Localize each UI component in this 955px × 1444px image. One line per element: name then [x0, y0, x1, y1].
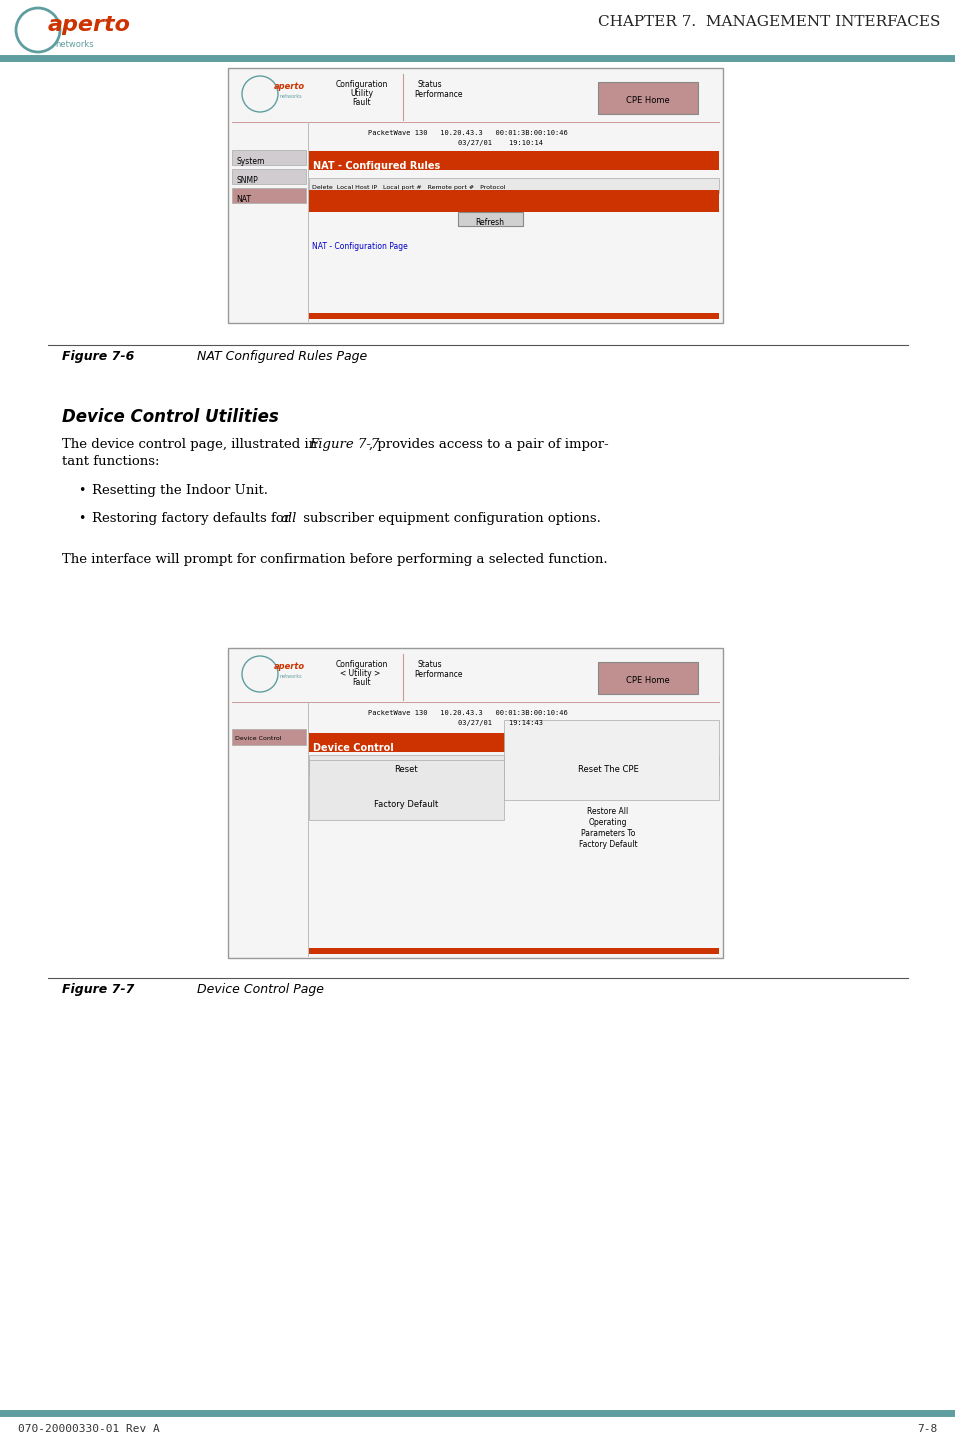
Bar	[228, 648, 723, 957]
Text: Restore All: Restore All	[587, 807, 628, 816]
Text: CPE Home: CPE Home	[626, 676, 669, 684]
Text: networks: networks	[279, 674, 302, 679]
Text: aperto: aperto	[274, 82, 306, 91]
Bar	[309, 755, 504, 775]
Text: NAT - Configuration Page: NAT - Configuration Page	[312, 243, 408, 251]
Bar	[598, 82, 698, 114]
Bar	[309, 760, 504, 820]
Text: •: •	[78, 484, 85, 497]
Text: System: System	[236, 157, 265, 166]
Text: Device Control: Device Control	[313, 744, 393, 752]
Bar	[309, 152, 719, 170]
Bar	[309, 178, 719, 193]
Text: all: all	[281, 513, 297, 526]
Text: Factory Default: Factory Default	[579, 840, 637, 849]
Text: NAT Configured Rules Page: NAT Configured Rules Page	[177, 349, 368, 362]
Text: Restoring factory defaults for: Restoring factory defaults for	[92, 513, 294, 526]
Text: aperto: aperto	[48, 14, 131, 35]
Text: NAT - Configured Rules: NAT - Configured Rules	[313, 160, 440, 170]
Bar	[598, 661, 698, 695]
Text: CPE Home: CPE Home	[626, 95, 669, 105]
Text: Performance: Performance	[414, 90, 462, 100]
Text: Reset The CPE: Reset The CPE	[578, 765, 638, 774]
Text: 03/27/01    19:10:14: 03/27/01 19:10:14	[458, 140, 543, 146]
Text: Device Control Utilities: Device Control Utilities	[62, 409, 279, 426]
Text: Refresh: Refresh	[476, 218, 504, 227]
Bar	[232, 169, 306, 183]
Text: Fault: Fault	[352, 98, 371, 107]
Text: Figure 7-7: Figure 7-7	[62, 983, 135, 996]
Text: •: •	[78, 513, 85, 526]
Text: The interface will prompt for confirmation before performing a selected function: The interface will prompt for confirmati…	[62, 553, 607, 566]
Text: Device Control: Device Control	[235, 736, 282, 741]
Text: aperto: aperto	[274, 661, 306, 671]
Text: Fault: Fault	[352, 679, 371, 687]
Text: Operating: Operating	[588, 817, 627, 827]
Text: PacketWave 130   10.20.43.3   00:01:3B:00:10:46: PacketWave 130 10.20.43.3 00:01:3B:00:10…	[368, 710, 568, 716]
Text: < Utility >: < Utility >	[340, 669, 380, 679]
Text: tant functions:: tant functions:	[62, 455, 159, 468]
Text: Factory Default: Factory Default	[373, 800, 438, 809]
Bar	[309, 313, 719, 319]
Text: Performance: Performance	[414, 670, 462, 679]
Text: Utility: Utility	[350, 90, 373, 98]
Text: Delete  Local Host IP   Local port #   Remote port #   Protocol: Delete Local Host IP Local port # Remote…	[312, 185, 505, 191]
Bar	[232, 150, 306, 165]
Bar	[504, 755, 719, 775]
Text: PacketWave 130   10.20.43.3   00:01:3B:00:10:46: PacketWave 130 10.20.43.3 00:01:3B:00:10…	[368, 130, 568, 136]
Text: Parameters To: Parameters To	[581, 829, 635, 838]
Text: , provides access to a pair of impor-: , provides access to a pair of impor-	[369, 438, 608, 451]
Text: Configuration: Configuration	[336, 79, 388, 90]
Bar	[504, 721, 719, 800]
Bar	[309, 949, 719, 954]
Text: 03/27/01    19:14:43: 03/27/01 19:14:43	[458, 721, 543, 726]
Text: Resetting the Indoor Unit.: Resetting the Indoor Unit.	[92, 484, 268, 497]
Text: Figure 7-6: Figure 7-6	[62, 349, 135, 362]
Bar	[309, 191, 719, 212]
Bar	[458, 212, 523, 227]
Text: SNMP: SNMP	[236, 176, 258, 185]
Bar	[309, 734, 719, 752]
Text: NAT: NAT	[236, 195, 251, 204]
Text: Device Control Page: Device Control Page	[177, 983, 324, 996]
Bar	[228, 68, 723, 323]
Text: 7-8: 7-8	[917, 1424, 937, 1434]
Text: Status: Status	[417, 660, 441, 669]
Text: Figure 7-7: Figure 7-7	[309, 438, 379, 451]
Text: Reset: Reset	[394, 765, 418, 774]
Bar	[232, 729, 306, 745]
Bar	[232, 188, 306, 204]
Text: Configuration: Configuration	[336, 660, 388, 669]
Text: CHAPTER 7.  MANAGEMENT INTERFACES: CHAPTER 7. MANAGEMENT INTERFACES	[598, 14, 940, 29]
Text: Status: Status	[417, 79, 441, 90]
Text: networks: networks	[55, 40, 94, 49]
Text: networks: networks	[279, 94, 302, 100]
Text: The device control page, illustrated in: The device control page, illustrated in	[62, 438, 322, 451]
Text: subscriber equipment configuration options.: subscriber equipment configuration optio…	[299, 513, 601, 526]
Text: 070-20000330-01 Rev A: 070-20000330-01 Rev A	[18, 1424, 159, 1434]
